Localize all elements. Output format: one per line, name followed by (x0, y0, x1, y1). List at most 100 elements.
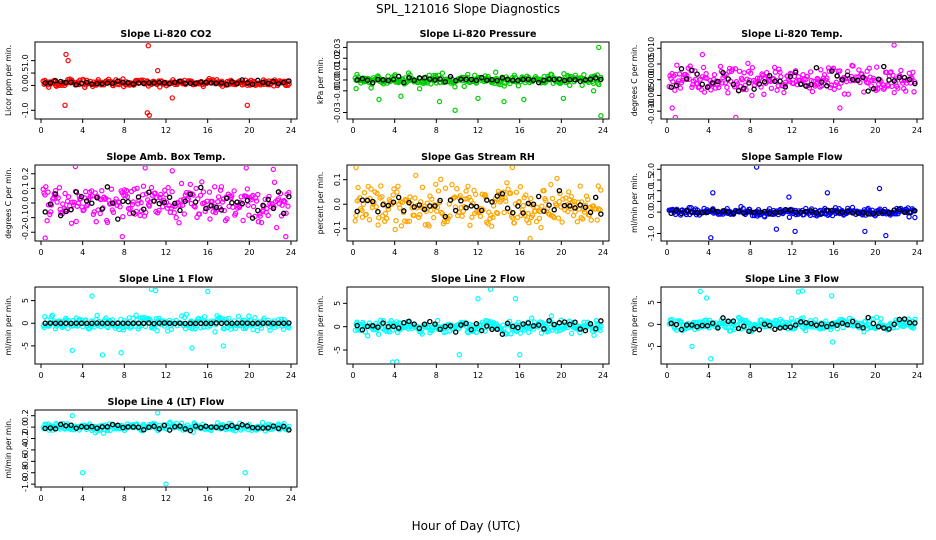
data-point (461, 83, 467, 90)
data-point (457, 192, 463, 199)
data-point (862, 318, 869, 324)
data-point (699, 74, 705, 80)
reference-point (63, 320, 69, 326)
data-point (373, 204, 379, 210)
reference-point (699, 209, 706, 216)
reference-point (270, 78, 277, 85)
reference-point (421, 321, 428, 327)
reference-point (561, 319, 568, 325)
data-point (226, 315, 232, 322)
data-point (452, 84, 458, 90)
reference-point (437, 197, 443, 204)
reference-point (265, 80, 271, 87)
data-point (520, 202, 527, 209)
points-layer (352, 166, 604, 240)
reference-point (442, 213, 449, 220)
reference-point (489, 326, 495, 333)
outlier-point (708, 356, 714, 362)
data-point (501, 209, 507, 216)
reference-point (756, 326, 763, 333)
reference-point (792, 322, 799, 328)
data-point (473, 80, 480, 86)
reference-point (390, 323, 397, 330)
data-point (507, 190, 514, 196)
data-point (280, 326, 287, 332)
reference-point (870, 210, 877, 217)
outlier-point (270, 166, 276, 173)
data-point (912, 214, 918, 221)
data-point (375, 222, 381, 228)
reference-point (63, 79, 69, 86)
reference-point (730, 81, 737, 88)
reference-point (42, 320, 48, 326)
outlier-point (146, 112, 152, 118)
reference-point (525, 200, 532, 207)
outlier-point (155, 411, 161, 416)
data-point (567, 82, 573, 89)
x-tick-label: 16 (515, 248, 525, 257)
reference-point (218, 80, 225, 86)
reference-point (561, 77, 568, 84)
reference-point (730, 210, 737, 217)
reference-point (244, 197, 251, 204)
x-tick-label: 8 (748, 248, 753, 257)
reference-point (896, 206, 903, 213)
data-point (352, 327, 358, 333)
reference-point (63, 208, 69, 215)
reference-point (203, 205, 209, 212)
data-point (559, 219, 565, 225)
data-point (481, 78, 487, 85)
outlier-point (829, 339, 836, 345)
reference-point (787, 324, 794, 330)
reference-point (694, 71, 700, 77)
data-point (598, 74, 604, 81)
data-point (591, 332, 597, 338)
reference-point (912, 208, 918, 214)
reference-point (901, 209, 908, 216)
reference-point (83, 198, 90, 204)
x-tick-label: 16 (829, 248, 839, 257)
data-point (257, 213, 263, 219)
reference-point (140, 320, 147, 327)
reference-point (234, 199, 240, 205)
data-point (745, 60, 751, 67)
data-point (215, 194, 222, 200)
reference-point (198, 184, 204, 191)
y-tick-label: -0.2 (21, 431, 30, 447)
data-point (218, 184, 225, 190)
reference-point (437, 76, 443, 82)
data-point (538, 224, 544, 231)
data-point (273, 224, 280, 231)
data-point (701, 89, 708, 95)
reference-point (421, 206, 428, 213)
y-tick-label: -0.6 (21, 454, 30, 470)
reference-point (772, 326, 778, 333)
reference-point (458, 76, 464, 82)
data-point (64, 198, 71, 204)
reference-point (746, 80, 752, 86)
reference-point (208, 203, 214, 209)
reference-point (886, 326, 892, 332)
reference-point (68, 79, 74, 85)
data-point (891, 89, 897, 96)
reference-point (689, 322, 695, 328)
reference-point (125, 80, 131, 86)
reference-point (699, 81, 706, 88)
data-point (889, 83, 895, 90)
data-point (861, 89, 867, 95)
x-tick-label: 12 (161, 248, 171, 257)
x-tick-label: 0 (38, 126, 43, 135)
points-layer (666, 43, 918, 118)
data-point (281, 197, 287, 204)
outlier-point (69, 413, 76, 419)
x-tick-label: 20 (244, 494, 254, 503)
x-tick-label: 8 (434, 126, 439, 135)
x-tick-label: 16 (515, 371, 525, 380)
y-tick-label: -0.03 (333, 102, 342, 123)
outlier-point (501, 98, 507, 105)
data-point (751, 212, 758, 219)
outlier-point (837, 105, 843, 111)
data-point (903, 88, 909, 94)
reference-point (255, 77, 261, 84)
reference-point (135, 194, 142, 200)
